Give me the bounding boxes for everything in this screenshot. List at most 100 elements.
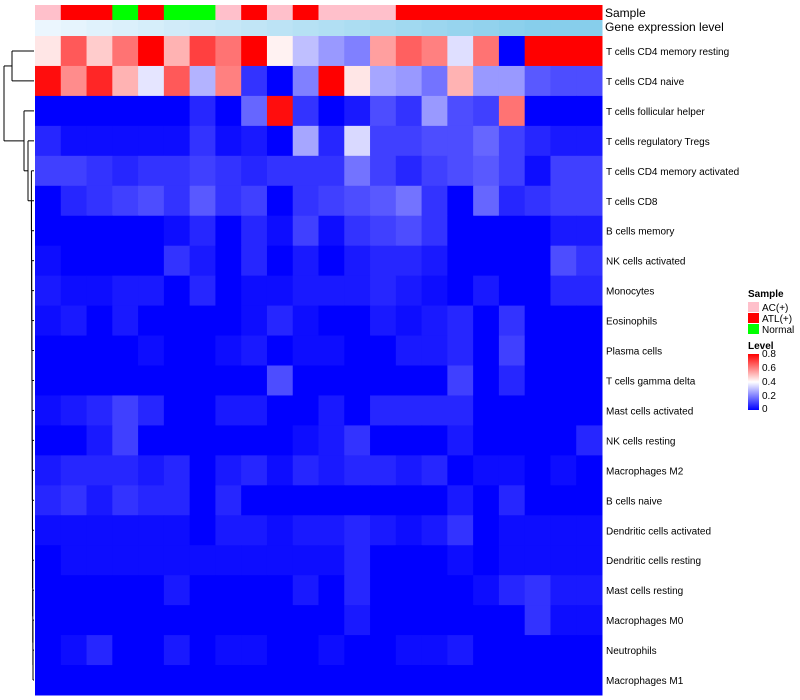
heatmap-cell: [395, 455, 423, 486]
heatmap-cell: [189, 605, 216, 636]
heatmap-cell: [163, 635, 191, 666]
heatmap-cell: [550, 605, 577, 636]
heatmap-cell: [318, 425, 345, 456]
heatmap-cell: [86, 125, 113, 157]
heatmap-cell: [60, 545, 88, 576]
heatmap-cell: [370, 485, 397, 516]
heatmap-cell: [112, 335, 139, 366]
heatmap-cell: [421, 545, 448, 576]
heatmap-cell: [421, 65, 448, 97]
heatmap-cell: [35, 635, 62, 666]
heatmap-cell: [189, 125, 216, 157]
sample-annotation-cell: [344, 5, 371, 20]
heatmap-cell: [473, 305, 500, 337]
heatmap-cell: [112, 36, 139, 67]
heatmap-cell: [550, 425, 577, 456]
heatmap-cell: [112, 485, 139, 516]
heatmap-cell: [189, 215, 216, 247]
heatmap-cell: [318, 185, 345, 217]
heatmap-cell: [421, 95, 448, 127]
heatmap-cell: [138, 335, 165, 366]
expression-annotation-cell: [292, 20, 319, 36]
heatmap-cell: [318, 395, 345, 426]
heatmap-cell: [576, 665, 603, 696]
heatmap-cell: [473, 125, 500, 157]
heatmap-cell: [524, 275, 551, 307]
sample-annotation-cell: [112, 5, 139, 20]
heatmap-cell: [112, 635, 139, 666]
heatmap-cell: [318, 335, 345, 366]
row-label: T cells follicular helper: [606, 107, 705, 118]
heatmap-cell: [550, 95, 577, 127]
heatmap-cell: [498, 155, 526, 187]
heatmap-cell: [35, 395, 62, 426]
heatmap-cell: [60, 36, 88, 67]
heatmap-cell: [241, 515, 268, 546]
heatmap-cell: [266, 605, 294, 636]
heatmap-cell: [60, 185, 88, 217]
heatmap-cell: [447, 545, 474, 576]
heatmap-cell: [292, 245, 319, 277]
heatmap-cell: [524, 485, 551, 516]
heatmap-cell: [395, 575, 423, 606]
expression-annotation-cell: [266, 20, 294, 36]
heatmap-cell: [35, 95, 62, 127]
heatmap-cell: [524, 95, 551, 127]
heatmap-cell: [421, 575, 448, 606]
heatmap-cell: [189, 155, 216, 187]
heatmap-cell: [447, 65, 474, 97]
heatmap-cell: [473, 155, 500, 187]
row-label: T cells CD4 memory activated: [606, 167, 739, 178]
heatmap-cell: [498, 36, 526, 67]
heatmap-cell: [35, 215, 62, 247]
heatmap-cell: [421, 305, 448, 337]
heatmap-cell: [292, 215, 319, 247]
heatmap-cell: [189, 185, 216, 217]
heatmap-cell: [576, 95, 603, 127]
heatmap-cell: [163, 395, 191, 426]
heatmap-cell: [163, 95, 191, 127]
heatmap-cell: [60, 635, 88, 666]
heatmap-cell: [60, 155, 88, 187]
heatmap-cell: [344, 575, 371, 606]
heatmap-cell: [344, 665, 371, 696]
heatmap-cell: [292, 95, 319, 127]
legend-level: Level 0.8 0.6 0.4 0.2 0: [748, 341, 776, 415]
heatmap-cell: [215, 245, 242, 277]
heatmap-cell: [138, 605, 165, 636]
heatmap-cell: [524, 455, 551, 486]
heatmap-cell: [344, 36, 371, 67]
heatmap-cell: [550, 125, 577, 157]
heatmap-cell: [473, 665, 500, 696]
heatmap-cell: [266, 275, 294, 307]
heatmap-cell: [344, 215, 371, 247]
heatmap-cell: [292, 605, 319, 636]
heatmap-cell: [421, 125, 448, 157]
heatmap-cell: [215, 425, 242, 456]
heatmap-cell: [215, 305, 242, 337]
heatmap-cell: [395, 215, 423, 247]
heatmap-cell: [266, 185, 294, 217]
heatmap-cell: [189, 635, 216, 666]
sample-annotation-cell: [60, 5, 88, 20]
heatmap-cell: [215, 365, 242, 396]
heatmap-cell: [524, 305, 551, 337]
heatmap-cell: [370, 36, 397, 67]
heatmap-cell: [86, 245, 113, 277]
heatmap-cell: [473, 545, 500, 576]
heatmap-cell: [215, 455, 242, 486]
heatmap-cell: [447, 365, 474, 396]
heatmap-cell: [447, 665, 474, 696]
heatmap-cell: [215, 635, 242, 666]
heatmap-cell: [447, 455, 474, 486]
heatmap-cell: [344, 65, 371, 97]
annotation-label-sample: Sample: [605, 6, 646, 20]
heatmap-cell: [112, 395, 139, 426]
heatmap-cell: [447, 275, 474, 307]
heatmap-cell: [395, 155, 423, 187]
heatmap-cell: [576, 125, 603, 157]
heatmap-cell: [35, 275, 62, 307]
heatmap-cell: [86, 485, 113, 516]
heatmap-cell: [138, 65, 165, 97]
